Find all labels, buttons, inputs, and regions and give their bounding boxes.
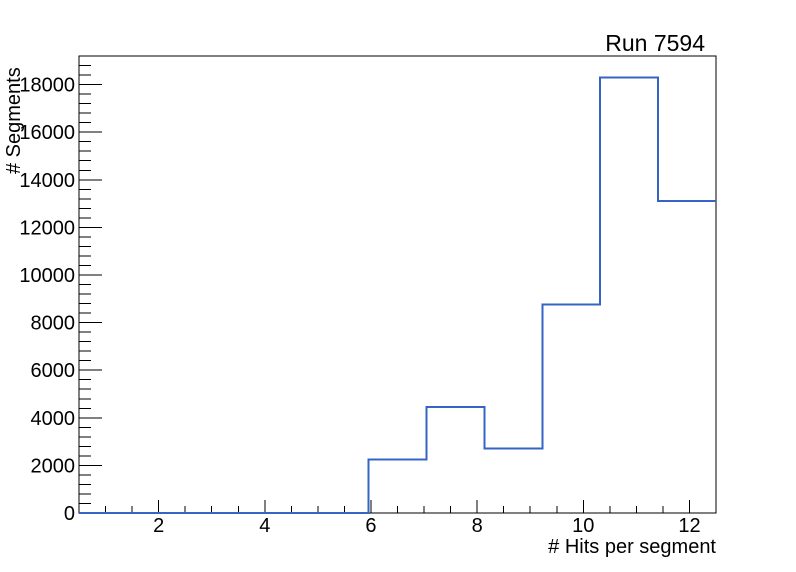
y-tick-label: 8000 xyxy=(31,313,76,335)
x-tick-label: 10 xyxy=(572,515,594,537)
y-tick-label: 12000 xyxy=(19,217,75,239)
y-tick-label: 14000 xyxy=(19,170,75,192)
plot-frame xyxy=(78,55,717,514)
y-axis-title: # Segments xyxy=(3,67,25,174)
x-axis-title: # Hits per segment xyxy=(548,536,716,558)
y-tick-label: 0 xyxy=(64,503,75,525)
x-tick-label: 8 xyxy=(472,515,483,537)
x-tick-label: 6 xyxy=(365,515,376,537)
y-tick-label: 4000 xyxy=(31,408,76,430)
y-tick-label: 2000 xyxy=(31,455,76,477)
x-tick-label: 2 xyxy=(153,515,164,537)
tick-labels: 2 4 6 8 10 12 0 2000 4000 6000 8000 10000 12000 14000… xyxy=(19,75,700,537)
y-tick-label: 10000 xyxy=(19,265,75,287)
x-axis-ticks xyxy=(105,500,690,513)
chart-title: Run 7594 xyxy=(605,30,705,56)
x-tick-label: 12 xyxy=(678,515,700,537)
y-tick-label: 6000 xyxy=(31,360,76,382)
y-tick-label: 16000 xyxy=(19,122,75,144)
y-axis-ticks xyxy=(79,65,102,514)
x-tick-label: 4 xyxy=(259,515,270,537)
y-tick-label: 18000 xyxy=(19,75,75,97)
histogram-line xyxy=(79,76,716,514)
